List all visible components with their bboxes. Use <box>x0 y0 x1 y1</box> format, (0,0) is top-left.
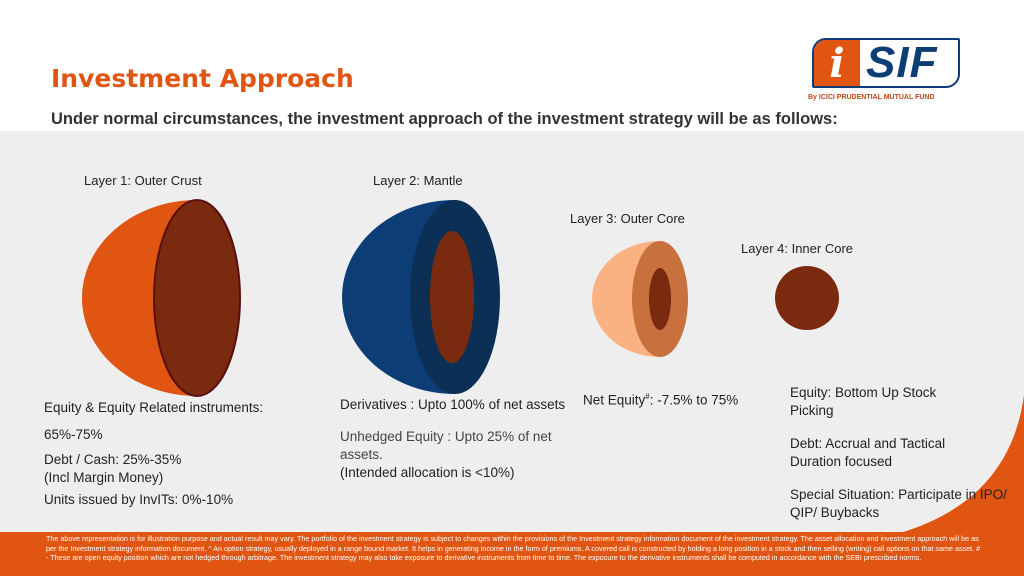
page-subtitle: Under normal circumstances, the investme… <box>51 110 838 128</box>
logo-i-mark: i <box>814 40 860 86</box>
layer4-sphere <box>775 266 839 330</box>
isif-logo: i SIF By ICICI PRUDENTIAL MUTUAL FUND <box>808 38 963 106</box>
layer3-net-equity: Net Equity#: -7.5% to 75% <box>583 388 738 410</box>
layer4-label: Layer 4: Inner Core <box>741 241 854 256</box>
layer2-details: Derivatives : Upto 100% of net assets Un… <box>340 396 580 482</box>
layer1-details: Equity & Equity Related instruments: 65%… <box>44 399 329 509</box>
layer2-unhedged: Unhedged Equity : Upto 25% of net assets… <box>340 429 552 462</box>
layer2-intended: (Intended allocation is <10%) <box>340 465 515 480</box>
net-equity-value: : -7.5% to 75% <box>649 392 739 408</box>
layer4-details: Equity: Bottom Up Stock Picking Debt: Ac… <box>790 384 1018 522</box>
layer1-hemisphere <box>82 199 241 397</box>
layer1-debt: Debt / Cash: 25%-35% <box>44 452 182 467</box>
layer1-equity-range: 65%-75% <box>44 427 103 442</box>
layer1-label: Layer 1: Outer Crust <box>84 173 202 188</box>
layer2-core <box>430 231 474 363</box>
net-equity-label: Net Equity <box>583 392 646 408</box>
logo-sif-text: SIF <box>866 38 938 87</box>
logo-tagline: By ICICI PRUDENTIAL MUTUAL FUND <box>808 94 935 101</box>
layer3-label: Layer 3: Outer Core <box>570 211 685 226</box>
layer3-core <box>649 268 671 330</box>
layer1-invits: Units issued by InvITs: 0%-10% <box>44 492 234 507</box>
page-title: Investment Approach <box>51 64 354 93</box>
footer-disclaimer: The above representation is for illustra… <box>0 532 1024 576</box>
layer1-margin: (Incl Margin Money) <box>44 470 164 485</box>
layer2-hemisphere <box>342 200 500 394</box>
layer4-equity: Equity: Bottom Up Stock Picking <box>790 385 937 418</box>
net-equity-footnote-mark: # <box>645 392 650 401</box>
logo-frame: i SIF <box>812 38 960 88</box>
corner-orange-curve <box>900 395 1024 533</box>
layer2-label: Layer 2: Mantle <box>373 173 463 188</box>
layer4-debt: Debt: Accrual and Tactical Duration focu… <box>790 436 946 469</box>
layer1-equity: Equity & Equity Related instruments: <box>44 400 264 415</box>
layer1-face <box>153 199 241 397</box>
layer3-hemisphere <box>592 241 688 357</box>
layer2-derivatives: Derivatives : Upto 100% of net assets <box>340 397 566 412</box>
layer4-special: Special Situation: Participate in IPO/ Q… <box>790 487 1007 520</box>
